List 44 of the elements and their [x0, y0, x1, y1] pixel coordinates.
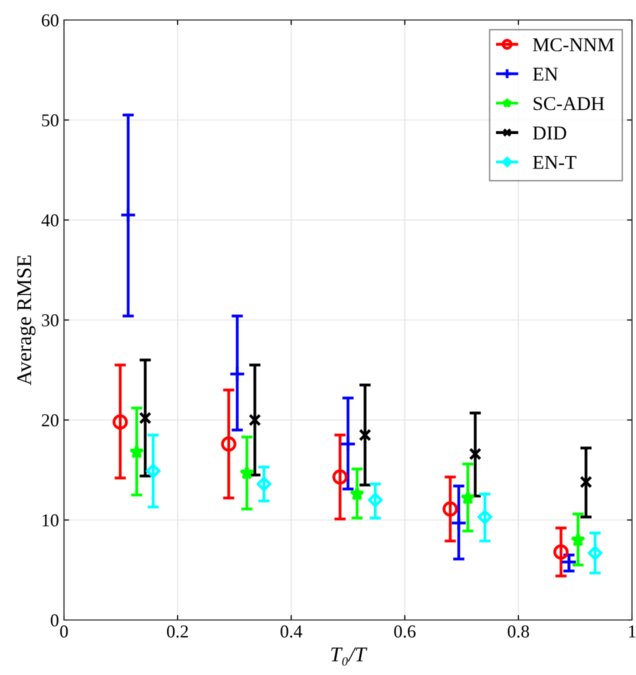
point [570, 532, 586, 546]
legend-label: EN-T [532, 156, 576, 169]
point [350, 486, 364, 500]
x-tick-label: 0.4 [280, 625, 302, 638]
point [340, 436, 356, 452]
x-tick-label: 1 [629, 625, 636, 638]
point [228, 366, 246, 382]
point [553, 544, 569, 560]
legend-label: DID [532, 126, 566, 140]
y-tick-label: 20 [42, 414, 58, 426]
y-tick-label: 30 [42, 314, 58, 326]
point [450, 514, 468, 532]
y-axis-title: Average RMSE [17, 256, 36, 386]
y-tick-label: 0 [50, 614, 58, 626]
point [240, 465, 254, 480]
legend-label: MC-NNM [532, 38, 614, 52]
x-tick-label: 0.6 [394, 625, 416, 638]
point [460, 490, 476, 504]
point [138, 412, 152, 424]
point [588, 546, 602, 560]
point [478, 510, 492, 524]
point [146, 464, 160, 478]
point [221, 436, 236, 452]
point [442, 501, 458, 517]
y-tick-label: 10 [42, 514, 58, 526]
point [256, 476, 272, 492]
point [248, 414, 262, 426]
point [358, 428, 372, 442]
point [468, 448, 482, 460]
point [120, 206, 137, 224]
point [112, 414, 128, 430]
y-tick-label: 40 [41, 214, 58, 226]
y-tick-label: 50 [42, 114, 58, 126]
x-tick-label: 0 [60, 625, 68, 638]
legend-label: EN [532, 68, 558, 81]
x-axis-title: T₀/T [331, 648, 368, 666]
point [129, 444, 144, 458]
y-tick-label: 60 [42, 14, 58, 26]
point [580, 476, 592, 488]
legend-label: SC-ADH [534, 97, 604, 110]
x-tick-label: 0.8 [508, 625, 529, 638]
point [368, 492, 383, 508]
point [332, 469, 348, 485]
x-tick-label: 0.2 [167, 625, 188, 638]
